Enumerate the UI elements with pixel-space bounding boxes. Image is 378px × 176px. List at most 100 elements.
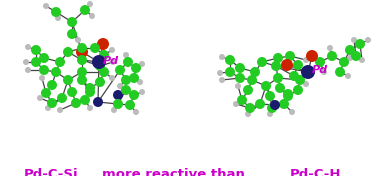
Circle shape xyxy=(335,67,345,77)
Circle shape xyxy=(219,54,225,60)
Circle shape xyxy=(23,59,29,65)
Circle shape xyxy=(217,70,223,76)
Circle shape xyxy=(47,80,57,90)
Circle shape xyxy=(351,37,357,43)
Circle shape xyxy=(51,7,61,17)
Circle shape xyxy=(63,75,73,85)
Circle shape xyxy=(281,59,293,71)
Circle shape xyxy=(67,17,77,27)
Circle shape xyxy=(80,95,90,105)
Circle shape xyxy=(261,81,271,91)
Circle shape xyxy=(93,97,103,107)
Circle shape xyxy=(113,90,123,100)
Circle shape xyxy=(267,111,273,117)
Circle shape xyxy=(97,38,109,50)
Circle shape xyxy=(67,87,77,97)
Circle shape xyxy=(321,69,327,75)
Circle shape xyxy=(293,85,303,95)
Circle shape xyxy=(77,43,87,53)
Circle shape xyxy=(129,90,139,100)
Circle shape xyxy=(273,73,283,83)
Circle shape xyxy=(283,91,293,101)
Circle shape xyxy=(113,99,123,109)
Circle shape xyxy=(139,89,145,95)
Circle shape xyxy=(75,37,81,43)
Circle shape xyxy=(57,107,63,113)
Circle shape xyxy=(301,65,315,79)
Circle shape xyxy=(315,57,325,67)
Circle shape xyxy=(257,57,267,67)
Circle shape xyxy=(235,63,245,73)
Circle shape xyxy=(31,57,41,67)
Circle shape xyxy=(95,77,105,87)
Circle shape xyxy=(247,75,257,85)
Circle shape xyxy=(306,50,318,62)
Circle shape xyxy=(270,100,280,110)
Circle shape xyxy=(283,89,293,99)
Text: Pd: Pd xyxy=(312,65,328,75)
Circle shape xyxy=(345,45,355,55)
Circle shape xyxy=(245,111,251,117)
Circle shape xyxy=(133,109,139,115)
Circle shape xyxy=(255,99,265,109)
Circle shape xyxy=(235,73,245,83)
Text: Pd-C-H: Pd-C-H xyxy=(290,168,341,176)
Circle shape xyxy=(121,75,131,85)
Circle shape xyxy=(31,45,41,55)
Circle shape xyxy=(131,63,141,73)
Circle shape xyxy=(111,107,117,113)
Circle shape xyxy=(289,71,299,81)
Circle shape xyxy=(289,109,295,115)
Text: Pd: Pd xyxy=(103,56,119,66)
Circle shape xyxy=(355,39,365,49)
Circle shape xyxy=(43,3,49,9)
Circle shape xyxy=(243,85,253,95)
Circle shape xyxy=(39,53,49,63)
Circle shape xyxy=(279,99,289,109)
Circle shape xyxy=(51,67,61,77)
Circle shape xyxy=(347,55,353,61)
Circle shape xyxy=(117,83,123,89)
Circle shape xyxy=(25,67,31,73)
Circle shape xyxy=(85,87,95,97)
Circle shape xyxy=(123,57,133,67)
Circle shape xyxy=(237,95,247,105)
Circle shape xyxy=(109,47,115,53)
Circle shape xyxy=(271,61,281,71)
Text: more reactive than: more reactive than xyxy=(102,168,245,176)
Circle shape xyxy=(351,51,361,61)
Circle shape xyxy=(90,43,100,53)
Circle shape xyxy=(275,83,285,93)
Circle shape xyxy=(235,83,241,89)
Circle shape xyxy=(273,53,283,63)
Circle shape xyxy=(219,77,225,83)
Circle shape xyxy=(71,98,81,108)
Circle shape xyxy=(233,101,239,107)
Circle shape xyxy=(67,29,77,39)
Circle shape xyxy=(25,44,31,50)
Circle shape xyxy=(225,55,235,65)
Circle shape xyxy=(125,100,135,110)
Circle shape xyxy=(365,37,371,43)
Circle shape xyxy=(77,67,87,77)
Circle shape xyxy=(267,103,277,113)
Circle shape xyxy=(359,57,365,63)
Circle shape xyxy=(99,67,109,77)
Circle shape xyxy=(295,75,305,85)
Circle shape xyxy=(39,75,45,81)
Circle shape xyxy=(55,15,61,21)
Circle shape xyxy=(123,52,129,58)
Circle shape xyxy=(76,46,88,58)
Text: Pd-C-Si: Pd-C-Si xyxy=(24,168,78,176)
Circle shape xyxy=(225,67,235,77)
Circle shape xyxy=(139,61,145,67)
Circle shape xyxy=(95,61,105,71)
Circle shape xyxy=(137,79,143,85)
Circle shape xyxy=(89,13,95,19)
Circle shape xyxy=(303,57,309,63)
Circle shape xyxy=(45,105,51,111)
Circle shape xyxy=(39,65,49,75)
Circle shape xyxy=(115,65,125,75)
Circle shape xyxy=(63,47,73,57)
Circle shape xyxy=(327,51,337,61)
